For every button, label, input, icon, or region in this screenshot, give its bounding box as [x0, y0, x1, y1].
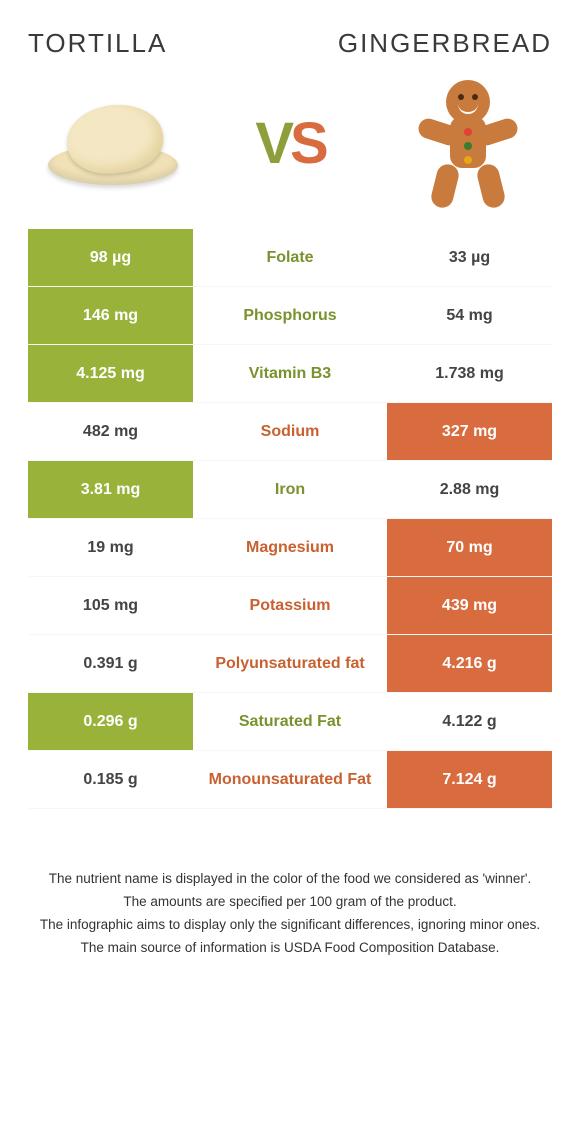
nutrient-name: Potassium — [193, 577, 387, 634]
footnote-line: The infographic aims to display only the… — [34, 915, 546, 936]
footnotes: The nutrient name is displayed in the co… — [28, 869, 552, 959]
vs-s: S — [290, 111, 325, 176]
tortilla-image — [38, 83, 188, 203]
value-left: 0.185 g — [28, 751, 193, 808]
value-right: 4.216 g — [387, 635, 552, 692]
vs-v: V — [255, 111, 290, 176]
table-row: 146 mgPhosphorus54 mg — [28, 287, 552, 345]
table-row: 98 µgFolate33 µg — [28, 229, 552, 287]
value-right: 2.88 mg — [387, 461, 552, 518]
table-row: 0.391 gPolyunsaturated fat4.216 g — [28, 635, 552, 693]
nutrient-name: Monounsaturated Fat — [193, 751, 387, 808]
table-row: 4.125 mgVitamin B31.738 mg — [28, 345, 552, 403]
value-left: 98 µg — [28, 229, 193, 286]
value-left: 3.81 mg — [28, 461, 193, 518]
vs-label: VS — [255, 110, 324, 177]
value-left: 19 mg — [28, 519, 193, 576]
nutrient-name: Iron — [193, 461, 387, 518]
nutrient-name: Saturated Fat — [193, 693, 387, 750]
footnote-line: The amounts are specified per 100 gram o… — [34, 892, 546, 913]
value-left: 105 mg — [28, 577, 193, 634]
value-left: 4.125 mg — [28, 345, 193, 402]
table-row: 0.296 gSaturated Fat4.122 g — [28, 693, 552, 751]
footnote-line: The nutrient name is displayed in the co… — [34, 869, 546, 890]
table-row: 19 mgMagnesium70 mg — [28, 519, 552, 577]
value-right: 327 mg — [387, 403, 552, 460]
gingerbread-image — [392, 83, 542, 203]
nutrient-name: Polyunsaturated fat — [193, 635, 387, 692]
title-left: TORTILLA — [28, 28, 167, 59]
value-right: 1.738 mg — [387, 345, 552, 402]
nutrient-name: Phosphorus — [193, 287, 387, 344]
nutrient-name: Magnesium — [193, 519, 387, 576]
value-right: 33 µg — [387, 229, 552, 286]
nutrient-name: Folate — [193, 229, 387, 286]
value-left: 0.296 g — [28, 693, 193, 750]
footnote-line: The main source of information is USDA F… — [34, 938, 546, 959]
table-row: 3.81 mgIron2.88 mg — [28, 461, 552, 519]
nutrient-name: Sodium — [193, 403, 387, 460]
value-right: 54 mg — [387, 287, 552, 344]
value-right: 7.124 g — [387, 751, 552, 808]
images-row: VS — [28, 83, 552, 203]
table-row: 482 mgSodium327 mg — [28, 403, 552, 461]
gingerbread-icon — [412, 78, 522, 208]
tortilla-icon — [43, 93, 183, 193]
table-row: 0.185 gMonounsaturated Fat7.124 g — [28, 751, 552, 809]
value-left: 482 mg — [28, 403, 193, 460]
title-right: GINGERBREAD — [338, 28, 552, 59]
value-right: 4.122 g — [387, 693, 552, 750]
header-row: TORTILLA GINGERBREAD — [28, 28, 552, 59]
value-right: 70 mg — [387, 519, 552, 576]
value-left: 146 mg — [28, 287, 193, 344]
value-right: 439 mg — [387, 577, 552, 634]
nutrient-table: 98 µgFolate33 µg146 mgPhosphorus54 mg4.1… — [28, 229, 552, 809]
nutrient-name: Vitamin B3 — [193, 345, 387, 402]
value-left: 0.391 g — [28, 635, 193, 692]
table-row: 105 mgPotassium439 mg — [28, 577, 552, 635]
